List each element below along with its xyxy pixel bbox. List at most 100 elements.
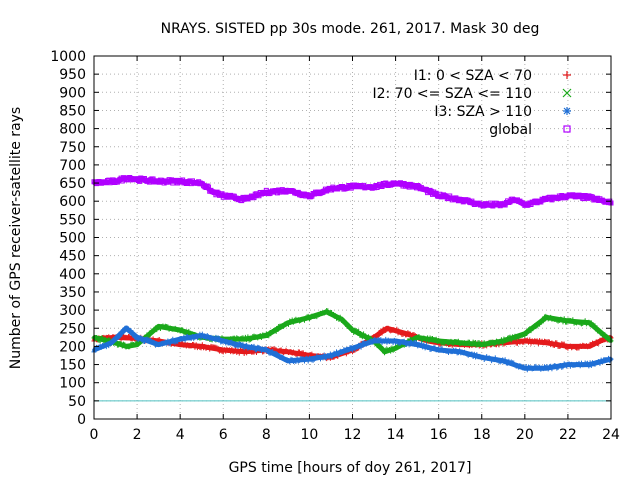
data-point <box>458 197 463 202</box>
x-tick-label: 2 <box>133 427 142 443</box>
x-tick-label: 4 <box>176 427 185 443</box>
data-point <box>566 319 570 323</box>
y-tick-label: 300 <box>59 303 86 319</box>
data-point <box>307 353 312 358</box>
data-point <box>566 362 570 367</box>
data-point <box>436 193 441 198</box>
data-point <box>566 344 570 349</box>
data-point <box>135 335 139 340</box>
legend-label: I2: 70 <= SZA <= 110 <box>372 86 532 102</box>
data-point <box>124 344 129 349</box>
data-point <box>372 339 376 343</box>
data-point <box>324 310 329 314</box>
data-point <box>544 366 549 370</box>
x-tick-label: 20 <box>516 427 534 443</box>
y-tick-label: 100 <box>59 376 86 392</box>
y-tick-label: 1000 <box>50 49 86 65</box>
x-tick-label: 12 <box>344 427 362 443</box>
data-point <box>199 181 204 185</box>
grid <box>94 56 611 419</box>
x-tick-label: 24 <box>602 427 620 443</box>
legend-marker-x <box>562 88 572 98</box>
data-point <box>372 184 376 189</box>
y-tick-label: 650 <box>59 176 86 192</box>
data-point <box>383 350 387 354</box>
legend: I1: 0 < SZA < 70 I2: 70 <= SZA <= 110 I3: … <box>372 68 572 138</box>
data-point <box>436 348 441 352</box>
data-point <box>307 315 312 320</box>
legend-marker-star <box>563 107 571 115</box>
data-point <box>329 353 333 358</box>
x-tick-label: 10 <box>301 427 319 443</box>
y-tick-label: 50 <box>68 394 86 410</box>
y-tick-label: 200 <box>59 339 86 355</box>
data-point <box>350 346 355 351</box>
y-axis-label: Number of GPS receiver-satellite rays <box>8 107 24 369</box>
x-tick-label: 8 <box>262 427 271 443</box>
data-point <box>587 362 592 367</box>
data-point <box>307 357 312 361</box>
x-tick-label: 18 <box>473 427 491 443</box>
y-tick-label: 500 <box>59 231 86 247</box>
data-point <box>501 203 506 207</box>
x-tick-label: 0 <box>90 427 99 443</box>
data-point <box>350 184 355 189</box>
data-point <box>126 175 131 180</box>
data-point <box>598 339 603 343</box>
y-tick-label: 700 <box>59 158 86 174</box>
data-point <box>385 326 389 331</box>
data-point <box>135 177 139 182</box>
chart-title: NRAYS. SISTED pp 30s mode. 261, 2017. Ma… <box>161 21 540 37</box>
data-point <box>587 344 592 349</box>
data-point <box>479 355 484 360</box>
data-point <box>242 344 247 349</box>
x-tick-label: 14 <box>387 427 405 443</box>
data-point <box>156 342 161 347</box>
data-point <box>286 359 290 363</box>
data-point <box>264 348 269 352</box>
legend-marker-plus <box>563 71 571 79</box>
series-group <box>91 175 614 373</box>
data-point <box>307 193 312 198</box>
y-tick-label: 950 <box>59 67 86 83</box>
data-point <box>199 333 204 338</box>
data-point <box>178 328 182 332</box>
data-point <box>242 337 247 341</box>
x-tick-label: 6 <box>219 427 228 443</box>
y-tick-label: 150 <box>59 358 86 374</box>
data-point <box>156 324 161 329</box>
data-point <box>135 342 139 347</box>
data-point <box>458 350 463 354</box>
y-tick-label: 250 <box>59 321 86 337</box>
data-point <box>436 339 441 343</box>
data-point <box>566 193 570 198</box>
data-point <box>393 346 398 351</box>
y-tick-label: 350 <box>59 285 86 301</box>
data-point <box>339 317 344 321</box>
data-point <box>109 340 114 345</box>
data-point <box>221 193 226 198</box>
data-point <box>501 359 506 363</box>
data-point <box>544 315 549 320</box>
data-point <box>242 197 247 202</box>
data-point <box>512 197 516 202</box>
data-point <box>178 179 182 184</box>
data-point <box>415 342 419 347</box>
data-point <box>393 339 398 343</box>
data-point <box>415 335 419 340</box>
data-point <box>178 337 182 341</box>
series-markers-3 <box>91 175 614 209</box>
data-point <box>286 188 290 193</box>
y-axis: 0 50 100 150 200 250 300 350 400 450 500 550 600 650 7… <box>50 49 611 428</box>
y-tick-label: 800 <box>59 122 86 138</box>
data-point <box>264 190 269 194</box>
x-axis-label: GPS time [hours of doy 261, 2017] <box>229 460 472 476</box>
data-point <box>199 344 204 349</box>
y-tick-label: 400 <box>59 267 86 283</box>
series-2 <box>91 325 614 373</box>
y-tick-label: 0 <box>77 412 86 428</box>
data-point <box>415 184 419 189</box>
data-point <box>210 190 215 194</box>
data-point <box>544 197 549 202</box>
